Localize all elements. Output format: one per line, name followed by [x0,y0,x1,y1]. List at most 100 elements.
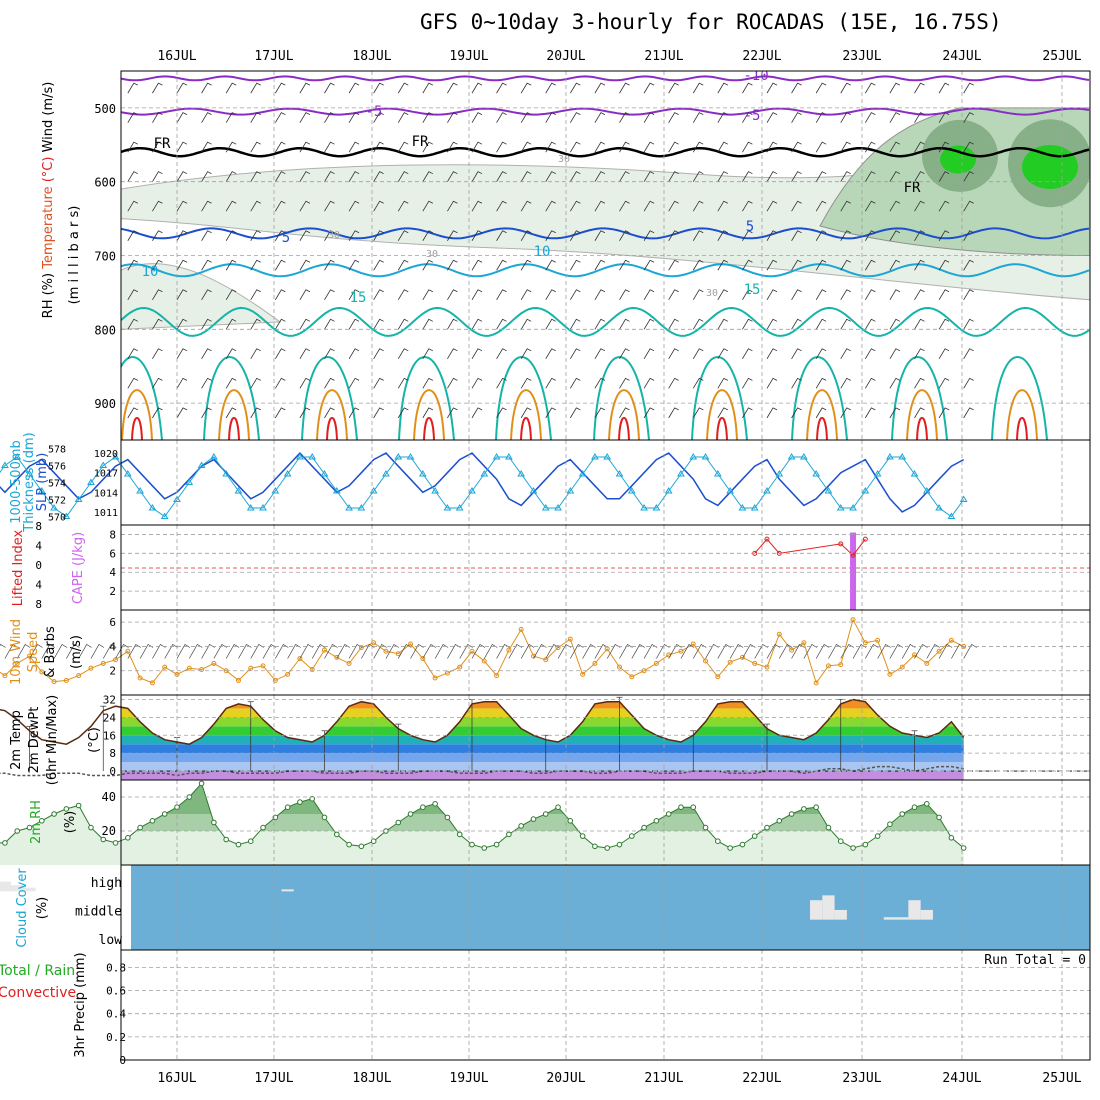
wind-barb [471,141,483,153]
thickness-point [554,504,562,511]
thickness-point [320,470,329,477]
wind-barb [864,230,876,241]
wind-speed-point [703,658,709,664]
rh2m-point [542,811,549,817]
wind-barb [471,348,483,360]
wind-barb [545,377,556,389]
thickness-point [591,453,599,460]
wind-barb [373,141,384,153]
slp-panel-label: SLP (mb) [35,453,50,512]
rh2m-point [260,824,266,831]
x-tick-label-bottom: 21JUL [644,1071,683,1086]
wind-barb [348,171,360,182]
surface-loop-orange [121,389,153,440]
wind-barb [471,200,483,212]
wind-barb [30,260,40,270]
wind-barb [815,259,827,271]
wind-barb [373,82,384,94]
wind-barb [225,259,237,271]
wind-barb [717,348,729,360]
precip-unit-label: 3hr Precip (mm) [73,952,88,1057]
wind-barb [348,82,360,94]
wind-speed-point [494,673,500,679]
thickness-point [689,453,698,460]
rh2m-point [899,811,906,817]
thickness-point [861,487,870,494]
wind-barb-10m [29,644,43,659]
x-tick-label-bottom: 24JUL [942,1071,981,1086]
wind-speed-point [813,680,819,686]
series-thickness [0,456,965,518]
y-tick-label: 8 [109,747,116,760]
wind-barb [152,82,163,94]
rh2m-point [653,818,660,824]
wind-barb [963,377,974,389]
wind-barb [742,348,753,360]
wind-barb [520,259,532,271]
temp-band [121,753,964,763]
rh2m-point [641,824,647,831]
wind-barb [766,230,778,241]
wind-barb [594,171,606,182]
upper-panel-label-part: Temperature [41,186,56,272]
thickness-point [25,470,34,477]
thickness-point [922,487,931,494]
wind-barb [274,318,286,330]
thickness-point [517,470,526,477]
wind-speed-point [789,647,795,653]
wind-barb [422,200,434,212]
y-tick-label: 1011 [94,508,118,519]
temp-panel-label-part: 2m DewPt [27,707,42,774]
wind-barb [397,112,409,123]
wind-barb [569,407,581,419]
wind-barb [619,348,630,360]
thickness-point [799,453,808,460]
wind-barb [766,289,778,300]
wind-barb [520,112,532,123]
thickness-point [74,495,83,502]
wind-barb [397,171,409,182]
wind-barb [963,112,974,123]
wind-barb [619,318,630,330]
x-tick-label-top: 23JUL [842,49,881,64]
wind-barb-10m [815,644,830,659]
y-tick-label: 6 [109,547,116,560]
wind-barb-10m [373,644,387,659]
wind-barb [766,377,778,389]
rh2m-point [911,804,918,811]
wind-barb [717,112,729,123]
wind-barb [766,171,778,182]
wind-speed-point [887,671,893,677]
wind-barb [201,407,212,419]
thickness-point [209,453,218,460]
wind-barb [619,377,630,389]
wind-barb [594,259,606,271]
temp-band [121,735,964,745]
wind-barb [963,348,974,360]
rh2m-point [592,843,598,850]
x-tick-label-bottom: 25JUL [1042,1071,1081,1086]
wind-barb [594,407,606,419]
wind-barb [152,230,163,241]
wind-barb [766,348,778,360]
panel-frame-precip [120,949,1091,1061]
wind-speed-point [346,660,352,666]
wind-speed-point [899,664,905,670]
contour-label: 30 [426,249,438,260]
wind-speed-point [358,645,364,651]
wind-barb [938,318,950,330]
wind-barb [176,348,188,360]
thickness-point [775,470,784,477]
wind-speed-point [481,658,487,664]
rh2m-point [125,835,131,841]
x-tick-label-top: 17JUL [254,49,293,64]
contour-label: 5 [282,230,290,246]
wind-barb [815,230,827,241]
wind-barb [299,230,311,241]
thickness-point [62,512,71,519]
x-tick-label-bottom: 17JUL [254,1071,293,1086]
wind-barb [643,318,655,330]
thickness-point [455,504,464,511]
rh2m-point [776,818,783,824]
wind-barb [348,289,360,300]
